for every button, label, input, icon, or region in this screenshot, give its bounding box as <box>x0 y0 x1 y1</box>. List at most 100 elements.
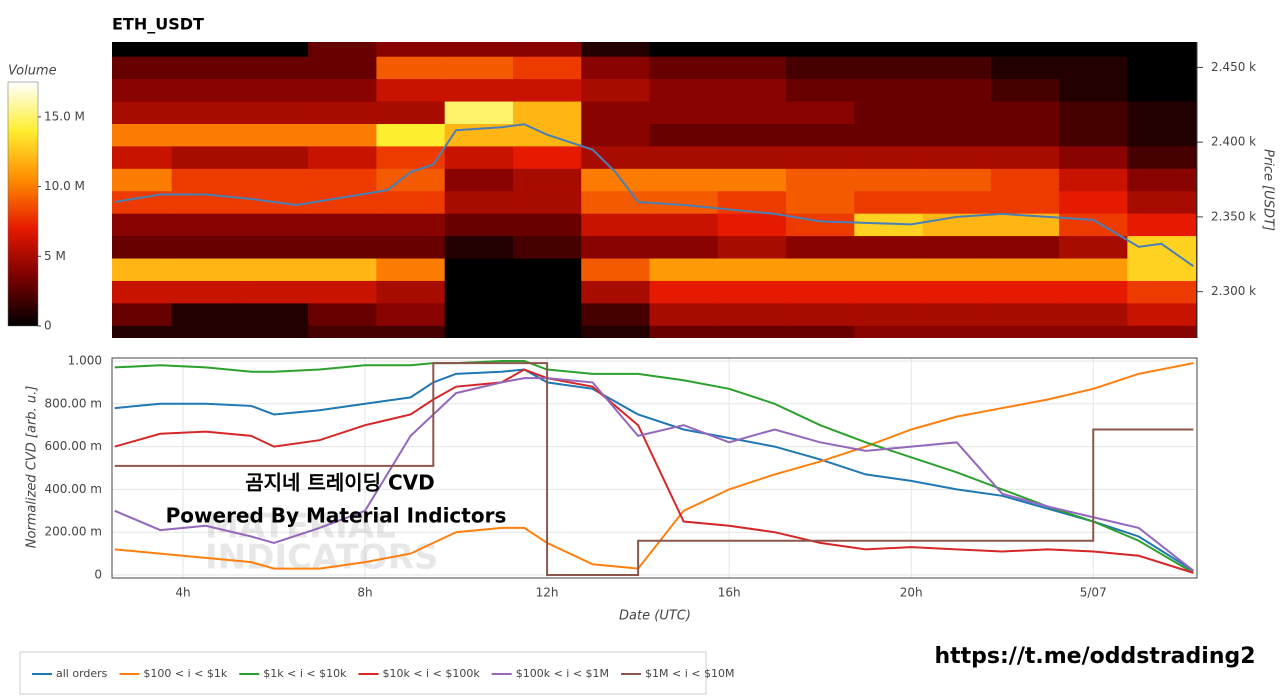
heatmap-cell <box>308 258 377 281</box>
y-tick-label: 800.00 m <box>45 396 103 410</box>
colorbar-title: Volume <box>8 64 57 79</box>
legend-label: $1k < i < $10k <box>263 667 347 680</box>
heatmap-cell <box>512 190 582 214</box>
heatmap-cell <box>444 325 514 338</box>
plot-frame <box>111 357 1198 579</box>
heatmap-cell <box>990 302 1060 326</box>
heatmap-cell <box>112 56 173 80</box>
heatmap-cell <box>239 42 309 57</box>
heatmap-cell <box>786 258 855 281</box>
heatmap-cell <box>922 42 992 57</box>
heatmap-cell <box>512 325 582 338</box>
heatmap-cell <box>308 190 377 214</box>
heatmap-cell <box>581 280 650 304</box>
heatmap-cell <box>112 78 173 102</box>
heatmap-cell <box>717 101 787 124</box>
heatmap-cell <box>581 145 650 169</box>
heatmap-cell <box>308 325 377 338</box>
heatmap-cell <box>786 168 855 192</box>
heatmap-cells <box>112 42 1197 338</box>
heatmap-cell <box>854 258 924 281</box>
heatmap-cell <box>1127 101 1197 124</box>
heatmap-cell <box>922 168 992 192</box>
heatmap-cell <box>990 123 1060 147</box>
heatmap-cell <box>786 190 855 214</box>
heatmap-cell <box>112 235 173 259</box>
heatmap-cell <box>1127 145 1197 169</box>
heatmap-cell <box>171 168 241 192</box>
heatmap-cell <box>239 101 309 124</box>
y-tick-label: 2.300 k <box>1211 284 1256 298</box>
heatmap-cell <box>239 145 309 169</box>
series-group <box>114 359 1194 577</box>
heatmap-cell <box>854 101 924 124</box>
heatmap-cell <box>444 235 514 259</box>
heatmap-cell <box>444 42 514 57</box>
heatmap-cell <box>717 56 787 80</box>
heatmap-cell <box>444 302 514 326</box>
heatmap-cell <box>444 78 514 102</box>
x-tick-label: 5/07 <box>1080 586 1107 600</box>
heatmap-cell <box>990 235 1060 259</box>
heatmap-cell <box>581 235 650 259</box>
heatmap-cell <box>649 42 719 57</box>
annotation: Powered By Material Indictors <box>166 504 507 528</box>
colorbar-tick-label: 10.0 M <box>44 179 85 193</box>
heatmap-cell <box>717 78 787 102</box>
heatmap-cell <box>922 190 992 214</box>
heatmap-cell <box>1059 325 1128 338</box>
heatmap-cell <box>922 280 992 304</box>
series-line <box>114 368 1194 572</box>
x-tick-label: 20h <box>900 586 923 600</box>
heatmap-cell <box>1059 42 1128 57</box>
heatmap-cell <box>308 56 377 80</box>
heatmap-cell <box>990 325 1060 338</box>
heatmap-cell <box>512 213 582 237</box>
heatmap-cell <box>1127 302 1197 326</box>
heatmap-cell <box>854 325 924 338</box>
heatmap-cell <box>1127 123 1197 147</box>
y-tick-label: 200.00 m <box>45 525 103 539</box>
watermark: INDICATORS <box>205 538 438 578</box>
heatmap-cell <box>171 280 241 304</box>
heatmap-cell <box>854 302 924 326</box>
heatmap-cell <box>308 123 377 147</box>
x-tick-label: 8h <box>357 586 372 600</box>
heatmap-cell <box>308 213 377 237</box>
heatmap-cell <box>171 325 241 338</box>
heatmap-cell <box>1127 235 1197 259</box>
heatmap-cell <box>308 235 377 259</box>
legend-label: $100k < i < $1M <box>516 667 609 680</box>
heatmap-cell <box>112 190 173 214</box>
heatmap-cell <box>717 280 787 304</box>
price-line <box>114 123 1194 268</box>
heatmap-cell <box>990 145 1060 169</box>
heatmap-cell <box>512 42 582 57</box>
heatmap-cell <box>376 101 446 124</box>
heatmap-cell <box>922 235 992 259</box>
heatmap-cell <box>649 123 719 147</box>
heatmap-cell <box>581 101 650 124</box>
heatmap-cell <box>112 101 173 124</box>
x-axis-title: Date (UTC) <box>619 609 691 624</box>
heatmap-cell <box>376 213 446 237</box>
heatmap-cell <box>990 101 1060 124</box>
heatmap-cell <box>171 78 241 102</box>
heatmap-cell <box>171 101 241 124</box>
heatmap-cell <box>444 190 514 214</box>
heatmap-cell <box>649 190 719 214</box>
heatmap-cell <box>581 168 650 192</box>
heatmap-cell <box>717 258 787 281</box>
heatmap-cell <box>581 78 650 102</box>
series-line <box>114 362 1194 577</box>
heatmap-cell <box>112 168 173 192</box>
heatmap-cell <box>786 101 855 124</box>
heatmap-cell <box>512 235 582 259</box>
heatmap-cell <box>1127 280 1197 304</box>
series-line <box>114 362 1194 570</box>
chart-title: ETH_USDT <box>112 15 204 34</box>
heatmap-cell <box>786 280 855 304</box>
footer-link[interactable]: https://t.me/oddstrading2 <box>934 644 1255 669</box>
heatmap-cell <box>239 168 309 192</box>
